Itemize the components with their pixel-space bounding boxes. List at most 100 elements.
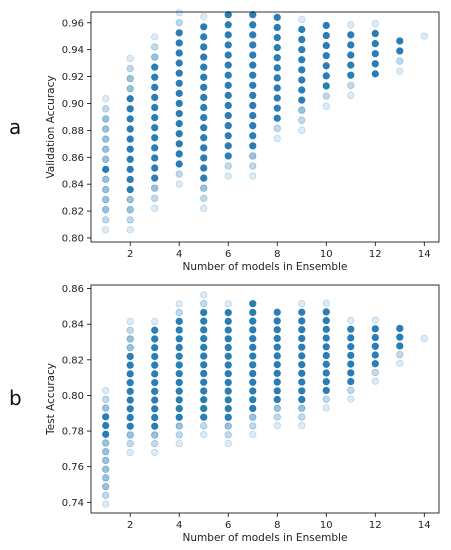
y-axis-label-a: Validation Accuracy <box>45 75 57 178</box>
data-point <box>298 299 306 308</box>
data-point <box>151 344 159 352</box>
data-point <box>200 413 208 421</box>
data-point <box>151 154 159 162</box>
data-point <box>200 204 208 212</box>
data-point <box>273 23 281 32</box>
data-point <box>200 317 208 325</box>
panel-letter-b: b <box>9 386 22 410</box>
x-tick-label-a: 6 <box>225 249 231 260</box>
data-point <box>371 19 379 28</box>
data-point <box>322 62 330 70</box>
data-point <box>126 317 134 326</box>
data-point <box>200 369 208 378</box>
data-point <box>200 404 208 413</box>
data-point <box>126 85 134 93</box>
data-point <box>273 74 281 82</box>
data-point <box>151 83 159 91</box>
data-point <box>322 31 330 40</box>
data-point <box>175 309 183 317</box>
data-point <box>298 106 306 114</box>
data-point <box>151 93 159 102</box>
data-point <box>102 216 110 224</box>
x-tick-label-a: 14 <box>418 249 431 260</box>
data-point <box>102 395 110 403</box>
data-point <box>200 326 208 334</box>
data-point <box>200 33 208 41</box>
data-point <box>322 395 330 403</box>
data-point <box>249 300 257 308</box>
data-point <box>298 56 306 64</box>
data-point <box>347 369 355 377</box>
data-point <box>322 378 330 386</box>
data-point <box>151 124 159 132</box>
x-tick-label-b: 14 <box>418 520 431 531</box>
data-point <box>175 387 183 395</box>
data-point <box>102 448 110 456</box>
data-point <box>224 413 232 421</box>
data-point <box>249 91 257 99</box>
data-point <box>200 431 208 439</box>
data-point <box>347 21 355 29</box>
data-point <box>273 422 281 430</box>
y-tick-label-a: 0.80 <box>62 233 84 244</box>
data-point <box>249 152 257 160</box>
data-point <box>298 116 306 124</box>
data-point <box>175 99 183 108</box>
data-point <box>175 352 183 360</box>
data-point <box>126 216 134 224</box>
data-point <box>249 101 257 110</box>
data-point <box>322 351 330 360</box>
data-point <box>224 387 232 395</box>
data-point <box>200 83 208 91</box>
data-point <box>298 404 306 412</box>
data-point <box>347 360 355 368</box>
data-point <box>371 60 379 68</box>
data-point <box>298 35 306 44</box>
data-point <box>151 53 159 61</box>
data-point <box>298 413 306 421</box>
data-point <box>126 175 134 184</box>
data-point <box>200 378 208 386</box>
data-point <box>273 378 281 386</box>
data-point <box>396 37 404 45</box>
data-point <box>126 145 134 153</box>
data-point <box>224 439 232 448</box>
y-tick-label-b: 0.78 <box>62 427 84 438</box>
data-point <box>200 63 208 71</box>
data-point <box>273 369 281 377</box>
data-point <box>126 226 134 234</box>
data-point <box>249 396 257 404</box>
data-point <box>249 422 257 430</box>
data-point <box>175 150 183 158</box>
y-tick-label-a: 0.84 <box>62 180 84 191</box>
data-point <box>298 422 306 430</box>
data-point <box>322 21 330 30</box>
data-point <box>175 317 183 325</box>
data-point <box>371 50 379 58</box>
data-point <box>347 61 355 69</box>
data-point <box>102 155 110 163</box>
data-point <box>273 44 281 52</box>
data-point <box>151 335 159 343</box>
data-point <box>102 125 110 133</box>
x-tick-label-b: 8 <box>274 520 280 531</box>
data-point <box>175 79 183 87</box>
data-point <box>249 308 257 317</box>
data-point <box>347 51 355 59</box>
data-point <box>102 413 110 421</box>
data-point <box>102 185 110 194</box>
data-point <box>249 132 257 140</box>
y-ticks-b: 0.74 0.76 0.78 0.80 0.82 0.84 0.86 <box>62 284 91 509</box>
data-point <box>371 70 379 78</box>
data-point <box>175 19 183 27</box>
data-point <box>273 134 281 143</box>
data-point <box>224 101 232 110</box>
data-point <box>273 326 281 334</box>
data-point <box>102 115 110 123</box>
data-point <box>126 326 134 334</box>
x-ticks-b: 2 4 6 8 10 12 14 <box>127 513 431 531</box>
data-point <box>224 11 232 19</box>
data-point <box>126 335 134 343</box>
data-point <box>322 72 330 80</box>
